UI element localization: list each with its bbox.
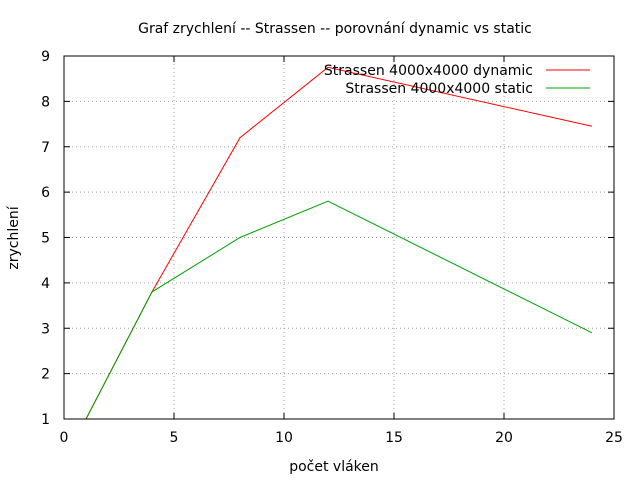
grid-lines <box>64 56 614 419</box>
x-tick-label: 0 <box>60 430 69 446</box>
y-tick-label: 9 <box>41 49 50 65</box>
x-tick-label: 15 <box>385 430 403 446</box>
y-tick-label: 4 <box>41 276 50 292</box>
x-tick-label: 5 <box>170 430 179 446</box>
y-tick-label: 8 <box>41 94 50 110</box>
y-tick-label: 7 <box>41 140 50 156</box>
legend-label-1: Strassen 4000x4000 dynamic <box>324 63 533 79</box>
series-layer <box>85 66 593 420</box>
y-tick-label: 5 <box>41 231 50 247</box>
x-tick-label: 25 <box>605 430 623 446</box>
series-line-1 <box>85 66 593 420</box>
legend-label-2: Strassen 4000x4000 static <box>345 81 533 97</box>
y-tick-label: 2 <box>41 367 50 383</box>
y-tick-label: 6 <box>41 185 50 201</box>
axis-ticks: 0 5 10 15 20 25 1 2 3 4 5 6 7 8 9 <box>41 49 623 446</box>
y-tick-label: 3 <box>41 321 50 337</box>
y-axis-label: zrychlení <box>6 205 22 269</box>
x-tick-label: 20 <box>495 430 513 446</box>
series-line-2 <box>85 200 593 420</box>
y-tick-label: 1 <box>41 412 50 428</box>
legend: Strassen 4000x4000 dynamic Strassen 4000x… <box>324 63 590 97</box>
x-axis-label: počet vláken <box>289 459 379 475</box>
plot-frame <box>63 55 615 420</box>
x-tick-label: 10 <box>275 430 293 446</box>
chart-title: Graf zrychlení -- Strassen -- porovnání … <box>138 21 532 37</box>
